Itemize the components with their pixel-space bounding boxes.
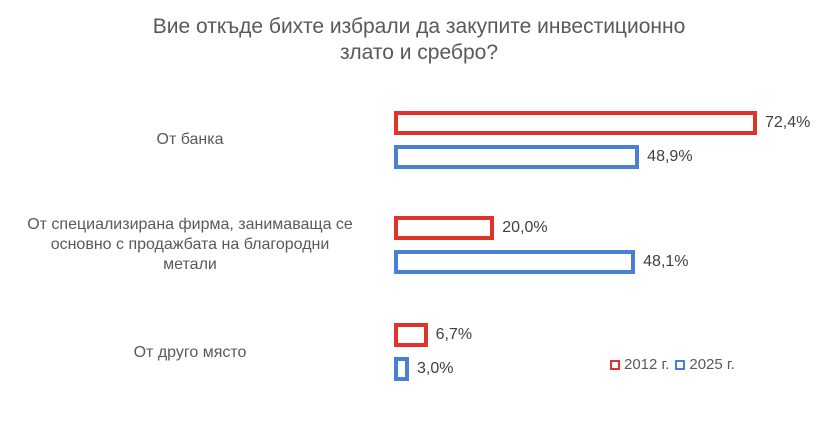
bar: [394, 250, 636, 274]
category-label: От специализирана фирма, занимаваща се ос…: [0, 215, 380, 275]
chart-title-line-2: злато и сребро?: [339, 41, 498, 64]
data-label: 48,1%: [643, 253, 689, 270]
legend: 2012 г. 2025 г.: [610, 356, 741, 374]
bar: [394, 216, 495, 240]
category-label: От друго място: [0, 343, 380, 363]
legend-item: 2025 г.: [675, 356, 735, 373]
bar: [394, 323, 428, 347]
legend-label: 2025 г.: [689, 356, 735, 373]
category-label: От банка: [0, 130, 380, 150]
category-label-line: метали: [163, 256, 217, 273]
legend-label: 2012 г.: [624, 356, 670, 373]
legend-item: 2012 г.: [610, 356, 669, 373]
category-label-line: От специализирана фирма, занимаваща се: [27, 216, 353, 233]
data-label: 3,0%: [417, 360, 454, 377]
category-label-line: основно с продажбата на благородни: [50, 236, 330, 253]
bar: [394, 357, 410, 381]
legend-swatch: [675, 359, 686, 370]
bar: [394, 111, 757, 135]
legend-swatch: [610, 359, 620, 370]
data-label: 48,9%: [647, 148, 693, 165]
data-label: 6,7%: [435, 326, 473, 343]
data-label: 72,4%: [765, 114, 811, 131]
category-label-line: От банка: [156, 131, 224, 148]
category-label-line: От друго място: [133, 344, 247, 361]
chart-title: Вие откъде бихте избрали да закупите инв…: [0, 14, 838, 66]
chart-title-line-1: Вие откъде бихте избрали да закупите инв…: [152, 15, 686, 38]
data-label: 20,0%: [502, 219, 548, 236]
bar: [394, 145, 640, 169]
